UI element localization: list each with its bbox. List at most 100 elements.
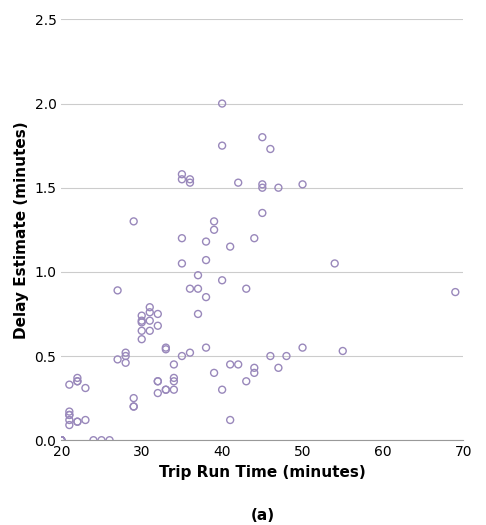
Point (162, 343, 170, 352)
Point (130, 217, 138, 226)
Point (154, 389, 162, 397)
Point (130, 394, 138, 402)
Point (162, 385, 170, 394)
Point (57, 436, 65, 444)
Point (57, 436, 65, 444)
Point (154, 377, 162, 385)
Point (259, 180, 266, 188)
Point (66, 411, 73, 419)
Point (282, 352, 290, 360)
Point (194, 285, 202, 293)
Point (66, 407, 73, 416)
Point (178, 234, 186, 243)
Point (114, 286, 122, 295)
Point (170, 377, 178, 385)
Point (170, 360, 178, 369)
Point (66, 381, 73, 389)
Point (89, 436, 97, 444)
Point (178, 175, 186, 184)
Point (170, 374, 178, 382)
Point (57, 436, 65, 444)
Point (98, 436, 105, 444)
Point (250, 369, 258, 377)
Point (202, 237, 210, 246)
Point (226, 416, 234, 424)
Point (73, 417, 81, 426)
Point (146, 303, 154, 311)
Point (105, 436, 113, 444)
Point (82, 416, 89, 424)
Point (250, 234, 258, 243)
Point (194, 271, 202, 279)
Point (299, 180, 307, 188)
Point (130, 402, 138, 411)
Point (66, 416, 73, 424)
Point (82, 384, 89, 392)
Point (250, 364, 258, 372)
Point (73, 377, 81, 385)
Point (299, 343, 307, 352)
Point (146, 317, 154, 325)
Point (122, 359, 130, 367)
Point (170, 385, 178, 394)
Point (266, 352, 274, 360)
Point (202, 293, 210, 301)
Point (138, 311, 146, 320)
Point (194, 310, 202, 318)
Point (218, 385, 226, 394)
Point (66, 411, 73, 419)
Point (218, 99, 226, 108)
Point (243, 285, 250, 293)
Point (186, 349, 194, 357)
Point (122, 349, 130, 357)
Point (259, 133, 266, 141)
X-axis label: Trip Run Time (minutes): Trip Run Time (minutes) (159, 465, 365, 480)
Point (130, 402, 138, 411)
Point (186, 175, 194, 184)
Point (138, 317, 146, 325)
Point (243, 377, 250, 385)
Point (154, 310, 162, 318)
Point (154, 377, 162, 385)
Point (73, 377, 81, 385)
Point (218, 276, 226, 285)
Point (186, 178, 194, 187)
Text: (a): (a) (250, 508, 275, 523)
Point (259, 209, 266, 217)
Point (178, 170, 186, 178)
Point (210, 226, 218, 234)
Point (186, 285, 194, 293)
Point (138, 327, 146, 335)
Point (275, 364, 282, 372)
Point (234, 360, 242, 369)
Point (138, 318, 146, 327)
Point (178, 259, 186, 268)
Point (339, 347, 347, 355)
Point (259, 184, 266, 192)
Point (138, 335, 146, 343)
Point (154, 321, 162, 330)
Point (57, 436, 65, 444)
Point (73, 374, 81, 382)
Point (178, 352, 186, 360)
Point (122, 352, 130, 360)
Point (146, 308, 154, 317)
Point (451, 288, 459, 296)
Point (234, 178, 242, 187)
Point (266, 145, 274, 153)
Point (162, 385, 170, 394)
Point (114, 355, 122, 364)
Point (226, 243, 234, 251)
Point (210, 369, 218, 377)
Point (331, 259, 339, 268)
Point (202, 256, 210, 264)
Point (146, 327, 154, 335)
Point (162, 345, 170, 353)
Point (210, 217, 218, 226)
Point (218, 141, 226, 150)
Point (275, 184, 282, 192)
Point (202, 343, 210, 352)
Point (57, 436, 65, 444)
Point (66, 421, 73, 429)
Point (57, 436, 65, 444)
